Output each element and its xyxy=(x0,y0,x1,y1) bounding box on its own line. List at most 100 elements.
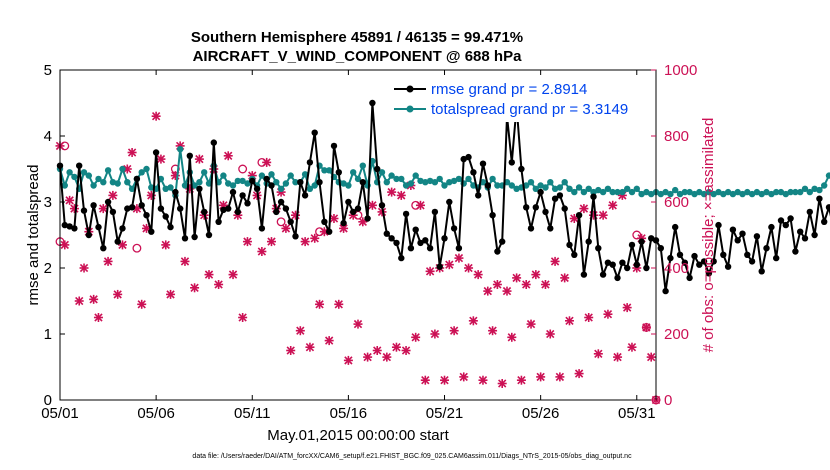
totalspread-point xyxy=(455,175,463,183)
obs-assimilated-marker xyxy=(223,151,233,161)
totalspread-point xyxy=(686,188,693,196)
x-tick-label: 05/21 xyxy=(426,405,464,422)
obs-assimilated-marker xyxy=(108,190,118,200)
rmse-point xyxy=(479,160,487,167)
rmse-point xyxy=(561,205,568,212)
obs-possible-marker xyxy=(276,217,286,227)
totalspread-point xyxy=(431,179,439,186)
totalspread-point xyxy=(268,171,275,178)
rmse-point xyxy=(768,223,775,231)
obs-assimilated-marker xyxy=(391,342,401,352)
totalspread-point xyxy=(748,190,756,198)
obs-assimilated-marker xyxy=(492,280,502,289)
totalspread-point xyxy=(556,184,564,191)
obs-assimilated-marker xyxy=(454,253,464,263)
totalspread-point xyxy=(354,175,362,183)
rmse-point xyxy=(143,212,150,219)
obs-assimilated-marker xyxy=(536,372,546,382)
rmse-point xyxy=(417,239,424,247)
rmse-point xyxy=(787,215,794,222)
rmse-point xyxy=(172,188,179,196)
rmse-point xyxy=(220,206,227,214)
rmse-point xyxy=(484,182,491,189)
obs-assimilated-marker xyxy=(555,372,565,382)
rmse-point xyxy=(114,238,121,245)
totalspread-point xyxy=(595,186,602,194)
rmse-point xyxy=(301,192,309,199)
totalspread-point xyxy=(71,173,78,181)
rmse-point xyxy=(532,204,539,211)
rmse-point xyxy=(311,129,318,136)
totalspread-point xyxy=(306,185,314,192)
legend-rmse-label: rmse grand pr = 2.8914 xyxy=(431,81,587,98)
totalspread-point xyxy=(143,165,150,173)
y-tick-label: 5 xyxy=(44,62,52,79)
rmse-point xyxy=(181,235,189,242)
obs-assimilated-marker xyxy=(440,375,450,385)
rmse-point xyxy=(186,152,193,159)
rmse-point xyxy=(672,223,679,231)
obs-assimilated-marker xyxy=(151,111,161,121)
obs-assimilated-marker xyxy=(622,303,632,313)
totalspread-point xyxy=(80,169,88,176)
rmse-point xyxy=(700,258,708,265)
rmse-point xyxy=(244,200,251,207)
totalspread-point xyxy=(311,182,318,189)
totalspread-point xyxy=(494,182,501,189)
obs-assimilated-marker xyxy=(507,332,517,342)
rmse-point xyxy=(628,241,636,249)
obs-assimilated-marker xyxy=(93,313,103,322)
totalspread-point xyxy=(398,175,405,183)
obs-assimilated-marker xyxy=(79,263,89,273)
totalspread-point xyxy=(575,184,583,191)
rmse-point xyxy=(167,223,174,231)
rmse-point xyxy=(599,271,607,278)
obs-assimilated-marker xyxy=(228,270,238,280)
totalspread-point xyxy=(513,185,520,192)
totalspread-point xyxy=(628,188,636,196)
rmse-point xyxy=(450,225,458,232)
rmse-point xyxy=(234,208,241,216)
rmse-point xyxy=(667,254,674,262)
obs-assimilated-marker xyxy=(516,375,526,385)
obs-assimilated-marker xyxy=(473,270,483,280)
rmse-point xyxy=(801,235,809,242)
rmse-point xyxy=(465,153,472,161)
rmse-point xyxy=(527,225,535,232)
obs-assimilated-marker xyxy=(190,283,200,293)
rmse-point xyxy=(162,213,169,220)
obs-assimilated-marker xyxy=(291,210,301,220)
obs-assimilated-marker xyxy=(305,342,315,352)
totalspread-point xyxy=(638,190,645,198)
totalspread-point xyxy=(773,188,780,196)
totalspread-point xyxy=(321,167,328,174)
rmse-point xyxy=(330,142,338,150)
rmse-point xyxy=(537,188,544,196)
totalspread-point xyxy=(340,180,347,187)
totalspread-point xyxy=(138,169,145,176)
obs-possible-marker xyxy=(257,157,267,167)
rmse-point xyxy=(547,225,554,232)
rmse-point xyxy=(326,228,333,235)
rmse-point xyxy=(364,215,371,222)
rmse-point xyxy=(455,245,463,252)
rmse-point xyxy=(777,217,785,224)
rmse-point xyxy=(253,185,261,192)
obs-assimilated-marker xyxy=(526,319,536,329)
rmse-point xyxy=(748,258,756,265)
totalspread-point xyxy=(61,182,68,189)
obs-assimilated-marker xyxy=(420,375,430,385)
rmse-point xyxy=(499,238,506,245)
totalspread-point xyxy=(450,177,458,185)
totalspread-point xyxy=(436,175,443,183)
obs-possible-marker xyxy=(132,243,142,253)
y-tick-label: 1 xyxy=(44,326,52,343)
obs-assimilated-marker xyxy=(65,195,75,205)
rmse-point xyxy=(724,263,732,270)
rmse-point xyxy=(210,139,217,146)
rmse-point xyxy=(494,248,501,255)
rmse-point xyxy=(133,175,141,183)
rmse-point xyxy=(277,198,285,206)
rmse-point xyxy=(292,233,299,240)
rmse-point xyxy=(676,251,684,258)
